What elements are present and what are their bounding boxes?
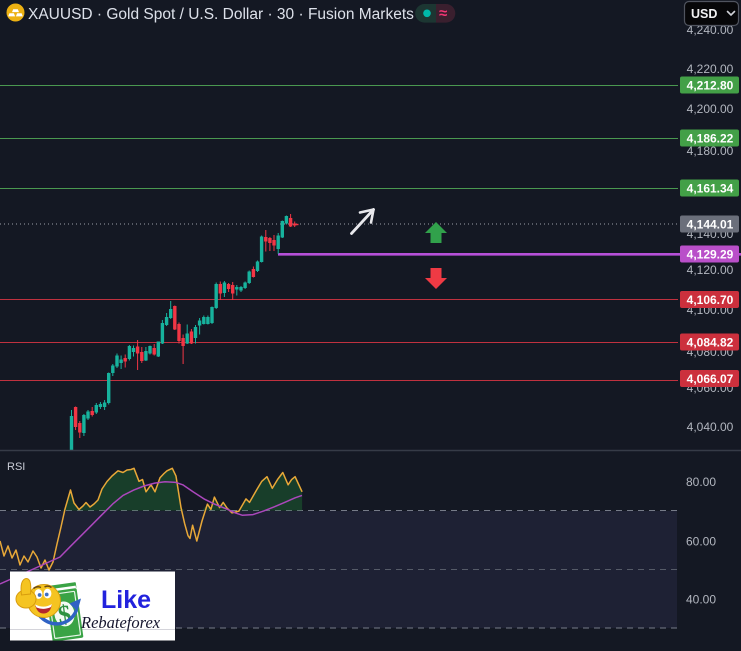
svg-text:≈: ≈ — [439, 5, 447, 22]
svg-text:4,066.07: 4,066.07 — [687, 372, 734, 386]
svg-text:USD: USD — [691, 7, 717, 21]
svg-text:4,129.29: 4,129.29 — [687, 247, 734, 261]
svg-text:4,180.00: 4,180.00 — [687, 144, 734, 158]
svg-text:4,161.34: 4,161.34 — [687, 181, 734, 195]
svg-text:4,212.80: 4,212.80 — [687, 78, 734, 92]
svg-text:4,106.70: 4,106.70 — [687, 293, 734, 307]
svg-text:4,200.00: 4,200.00 — [687, 102, 734, 116]
svg-text:40.00: 40.00 — [686, 593, 716, 607]
svg-text:XAUUSD · Gold Spot / U.S. Doll: XAUUSD · Gold Spot / U.S. Dollar · 30 · … — [28, 6, 414, 23]
svg-text:Rebateforex: Rebateforex — [80, 613, 161, 632]
svg-text:4,240.00: 4,240.00 — [687, 23, 734, 37]
svg-text:80.00: 80.00 — [686, 475, 716, 489]
svg-text:60.00: 60.00 — [686, 535, 716, 549]
svg-text:4,120.00: 4,120.00 — [687, 263, 734, 277]
svg-text:Like: Like — [101, 586, 151, 614]
svg-text:4,186.22: 4,186.22 — [687, 131, 734, 145]
svg-text:RSI: RSI — [7, 461, 25, 473]
svg-text:4,144.01: 4,144.01 — [687, 217, 734, 231]
svg-text:4,040.00: 4,040.00 — [687, 420, 734, 434]
svg-text:4,084.82: 4,084.82 — [687, 335, 734, 349]
svg-text:4,220.00: 4,220.00 — [687, 62, 734, 76]
